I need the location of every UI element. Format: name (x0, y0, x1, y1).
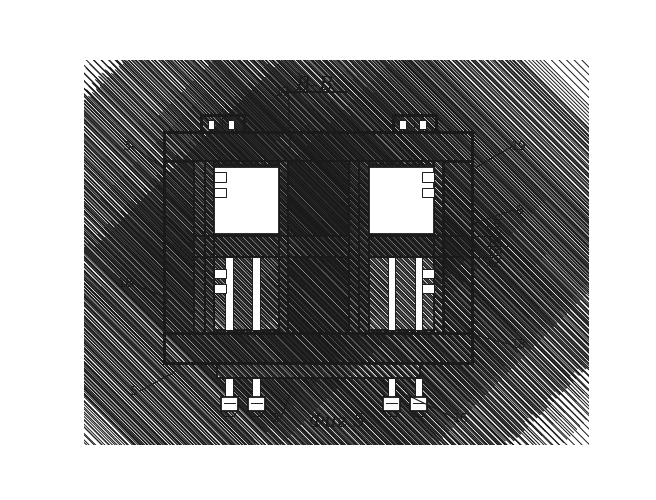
Bar (214, 257, 279, 330)
Bar (214, 268, 226, 278)
Bar (253, 378, 260, 398)
Bar (165, 334, 472, 362)
Bar (165, 132, 472, 161)
Bar (400, 120, 405, 128)
Bar (194, 236, 443, 257)
Bar (248, 398, 264, 411)
Text: 8: 8 (515, 204, 523, 216)
Text: 2: 2 (271, 412, 279, 424)
Bar (443, 161, 472, 334)
Bar (165, 132, 472, 362)
Text: Фиг.5: Фиг.5 (309, 413, 366, 431)
Bar (201, 114, 244, 132)
Bar (214, 188, 226, 197)
Bar (225, 378, 233, 398)
Bar (348, 161, 359, 334)
Text: 18: 18 (511, 338, 527, 351)
Bar (422, 284, 434, 294)
Bar (214, 167, 279, 234)
Bar (253, 257, 260, 330)
Bar (388, 378, 396, 398)
Text: 17: 17 (274, 86, 290, 99)
Bar (415, 257, 422, 330)
Bar (388, 257, 396, 330)
Bar (369, 257, 434, 330)
Bar (415, 378, 422, 398)
Bar (419, 120, 426, 128)
Text: ПОЗ. 5: ПОЗ. 5 (495, 236, 504, 267)
Text: 5: 5 (130, 384, 138, 398)
Bar (165, 161, 194, 334)
Bar (422, 172, 434, 182)
Bar (434, 161, 443, 334)
Text: B–B: B–B (295, 76, 334, 94)
Bar (369, 164, 434, 232)
Text: ход ЭМАП: ход ЭМАП (495, 218, 504, 264)
Text: 19: 19 (511, 140, 527, 152)
Text: 16: 16 (453, 412, 469, 424)
Text: 18: 18 (118, 277, 134, 290)
Bar (359, 161, 369, 334)
Bar (228, 120, 234, 128)
Bar (194, 161, 205, 334)
Bar (289, 161, 369, 334)
Bar (279, 161, 289, 334)
Bar (225, 257, 233, 330)
Bar (220, 398, 237, 411)
Bar (214, 164, 279, 232)
Bar (194, 161, 443, 334)
Bar (383, 398, 400, 411)
Bar (410, 398, 427, 411)
Text: 3: 3 (122, 140, 130, 152)
Bar (422, 188, 434, 197)
Bar (214, 284, 226, 294)
Bar (217, 362, 420, 378)
Bar (369, 167, 434, 234)
Bar (393, 114, 436, 132)
Bar (422, 268, 434, 278)
Bar (214, 172, 226, 182)
Bar (207, 120, 214, 128)
Bar (205, 161, 214, 334)
